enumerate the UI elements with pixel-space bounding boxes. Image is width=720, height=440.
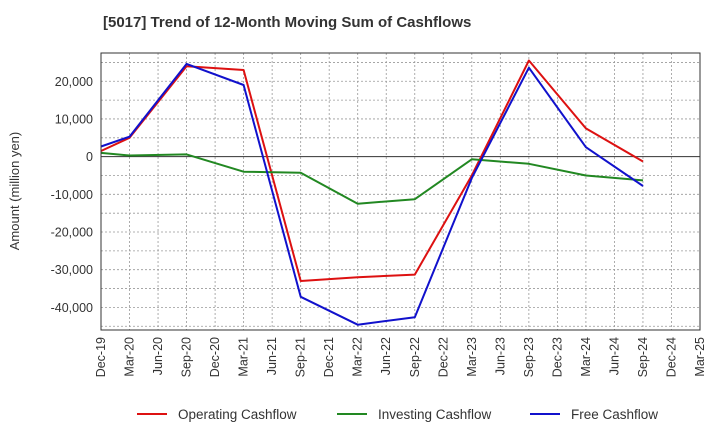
x-tick-label: Sep-22: [408, 337, 422, 377]
x-tick-label: Jun-22: [379, 337, 393, 375]
x-tick-labels: Dec-19 Mar-20 Jun-20 Sep-20 Dec-20 Mar-21 Jun-…: [94, 337, 707, 377]
x-tick-label: Sep-20: [180, 337, 194, 377]
series-lines: [100, 59, 644, 326]
x-tick-label: Sep-24: [636, 337, 650, 377]
legend-label-operating-cashflow: Operating Cashflow: [178, 407, 297, 422]
operating-cashflow-line: [100, 59, 644, 282]
legend: Operating Cashflow Investing Cashflow Free…: [137, 407, 658, 422]
plot-background: [101, 53, 700, 330]
x-tick-label: Sep-21: [294, 337, 308, 377]
x-tick-label: Jun-24: [607, 337, 621, 375]
x-tick-label: Dec-20: [208, 337, 222, 377]
x-tick-label: Dec-23: [550, 337, 564, 377]
x-tick-label: Mar-21: [237, 337, 251, 377]
x-tick-label: Mar-23: [465, 337, 479, 377]
x-tick-label: Sep-23: [522, 337, 536, 377]
x-tick-label: Mar-22: [351, 337, 365, 377]
plot-frame: [100, 52, 701, 331]
y-tick-label: 20,000: [55, 75, 93, 89]
x-tick-label: Jun-23: [493, 337, 507, 375]
y-tick-label: -30,000: [51, 263, 93, 277]
y-tick-label: 0: [86, 150, 93, 164]
x-tick-label: Dec-22: [436, 337, 450, 377]
x-tick-label: Dec-24: [664, 337, 678, 377]
y-tick-label: -40,000: [51, 301, 93, 315]
x-tick-label: Mar-20: [123, 337, 137, 377]
x-tick-label: Mar-25: [693, 337, 707, 377]
x-tick-label: Jun-20: [151, 337, 165, 375]
legend-label-free-cashflow: Free Cashflow: [571, 407, 658, 422]
investing-cashflow-line: [100, 151, 644, 205]
y-axis-label: Amount (million yen): [7, 132, 22, 251]
y-tick-label: -20,000: [51, 226, 93, 240]
y-tick-label: 10,000: [55, 112, 93, 126]
x-tick-label: Dec-21: [322, 337, 336, 377]
x-tick-label: Mar-24: [579, 337, 593, 377]
y-tick-label: -10,000: [51, 188, 93, 202]
y-tick-labels: 20,000 10,000 0 -10,000 -20,000 -30,000 -40,00…: [51, 75, 93, 315]
chart-title: [5017] Trend of 12-Month Moving Sum of C…: [103, 14, 472, 31]
free-cashflow-line: [100, 62, 644, 326]
x-tick-label: Jun-21: [265, 337, 279, 375]
x-tick-label: Dec-19: [94, 337, 108, 377]
legend-label-investing-cashflow: Investing Cashflow: [378, 407, 492, 422]
